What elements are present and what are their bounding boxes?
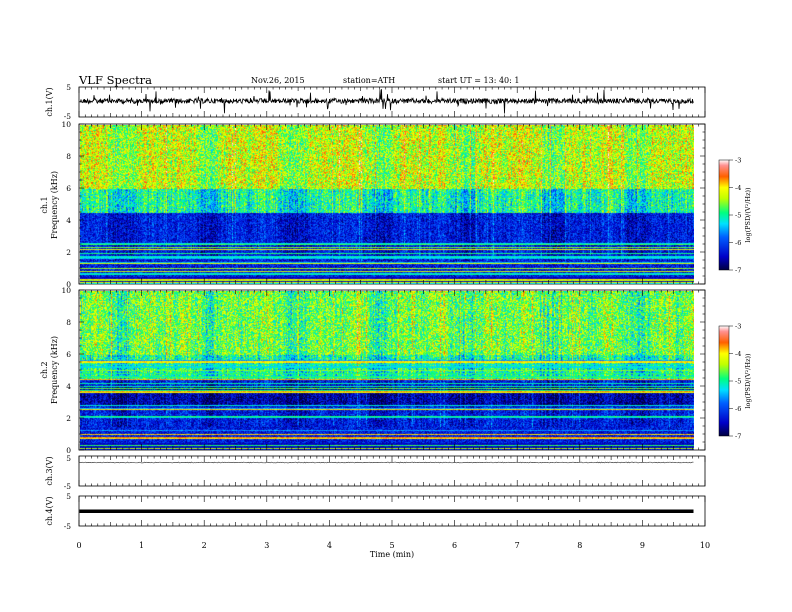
- freq-tick-label: 2: [66, 248, 71, 257]
- ch2-freq-ticks: 0 2 4 6 8 10: [61, 286, 705, 455]
- time-axis-label: Time (min): [370, 550, 414, 559]
- time-tick-label: 1: [139, 541, 144, 550]
- ch1-spectrogram-channel-label: ch.1: [40, 196, 49, 213]
- ch3-ylabel: ch.3(V): [45, 456, 54, 485]
- colorbar-tick-label: -3: [735, 323, 741, 331]
- ch2-colorbar: [718, 325, 730, 437]
- time-tick-label: 2: [202, 541, 207, 550]
- ch1-colorbar: [718, 159, 730, 271]
- colorbar-tick-label: -7: [735, 433, 741, 441]
- ch4-waveform-ticks: [78, 496, 706, 526]
- ch3-waveform-ticks: [78, 456, 706, 486]
- ch1-ytick-top: 5: [66, 83, 71, 92]
- start-time-label: start UT = 13: 40: 1: [438, 76, 519, 85]
- time-tick-label: 9: [640, 541, 645, 550]
- freq-tick-label: 8: [66, 318, 71, 327]
- date-label: Nov.26, 2015: [251, 76, 305, 85]
- freq-tick-label: 6: [66, 184, 71, 193]
- time-axis-tick-labels: 0 1 2 3 4 5 6 7 8 9 10: [76, 541, 710, 550]
- ch4-waveform-panel: 5 -5 ch.4(V): [45, 492, 706, 531]
- time-tick-label: 3: [264, 541, 269, 550]
- ch2-freq-axis-label: Frequency (kHz): [50, 336, 59, 404]
- freq-tick-label: 10: [61, 120, 71, 129]
- ch2-spectrogram-image: [79, 290, 694, 450]
- ch1-freq-axis-label: Frequency (kHz): [50, 171, 59, 239]
- time-tick-label: 6: [452, 541, 457, 550]
- colorbar-tick-label: -7: [735, 267, 741, 275]
- ch3-waveform-line: [79, 461, 694, 464]
- time-tick-label: 5: [389, 541, 394, 550]
- ch2-spectrogram-channel-label: ch.2: [40, 361, 49, 378]
- ch1-spectrogram-canvas: [79, 124, 694, 284]
- ch1-colorbar-label: log(PSD/(V²/Hz)): [744, 187, 752, 243]
- ch1-waveform-line: [79, 89, 694, 114]
- time-tick-label: 10: [700, 541, 710, 550]
- ch1-waveform-panel: 5 -5 ch.1(V): [45, 83, 706, 121]
- ch4-ytick-bottom: -5: [64, 522, 72, 531]
- ch4-waveform-line: [79, 509, 694, 513]
- colorbar-tick-label: -6: [735, 239, 741, 247]
- colorbar-tick-label: -4: [735, 350, 741, 358]
- time-tick-label: 8: [577, 541, 582, 550]
- ch2-colorbar-label: log(PSD/(V²/Hz)): [744, 353, 752, 409]
- time-tick-label: 4: [327, 541, 332, 550]
- freq-tick-label: 8: [66, 152, 71, 161]
- ch4-ytick-top: 5: [66, 492, 71, 501]
- time-tick-label: 7: [515, 541, 520, 550]
- station-label: station=ATH: [343, 76, 395, 85]
- colorbar-tick-label: -4: [735, 184, 741, 192]
- ch3-ytick-top: 5: [66, 454, 71, 463]
- colorbar-tick-label: -5: [735, 378, 741, 386]
- ch3-ytick-bottom: -5: [64, 482, 72, 491]
- freq-tick-label: 0: [66, 446, 71, 455]
- time-tick-label: 0: [76, 541, 81, 550]
- freq-tick-label: 4: [66, 216, 71, 225]
- figure-title: VLF Spectra: [78, 73, 152, 87]
- ch1-spectrogram-image: [79, 124, 694, 284]
- freq-tick-label: 0: [66, 280, 71, 289]
- ch1-freq-ticks: 0 2 4 6 8 10: [61, 120, 705, 289]
- colorbar-tick-label: -3: [735, 157, 741, 165]
- ch1-colorbar-ticks: -3 -4 -5 -6 -7: [729, 157, 741, 275]
- freq-tick-label: 10: [61, 286, 71, 295]
- colorbar-tick-label: -5: [735, 212, 741, 220]
- ch4-ylabel: ch.4(V): [45, 496, 54, 525]
- ch2-spectrogram-canvas: [79, 290, 694, 450]
- ch3-waveform-panel: 5 -5 ch.3(V): [45, 454, 706, 491]
- ch2-colorbar-ticks: -3 -4 -5 -6 -7: [729, 323, 741, 441]
- ch2-spectrogram-time-ticks: [78, 290, 706, 450]
- colorbar-tick-label: -6: [735, 405, 741, 413]
- freq-tick-label: 2: [66, 414, 71, 423]
- ch1-spectrogram-time-ticks: [78, 124, 706, 284]
- ch1-waveform-ticks: [78, 87, 706, 117]
- freq-tick-label: 6: [66, 350, 71, 359]
- ch1-ylabel: ch.1(V): [45, 87, 54, 116]
- ch1-ytick-bottom: -5: [64, 112, 72, 121]
- freq-tick-label: 4: [66, 382, 71, 391]
